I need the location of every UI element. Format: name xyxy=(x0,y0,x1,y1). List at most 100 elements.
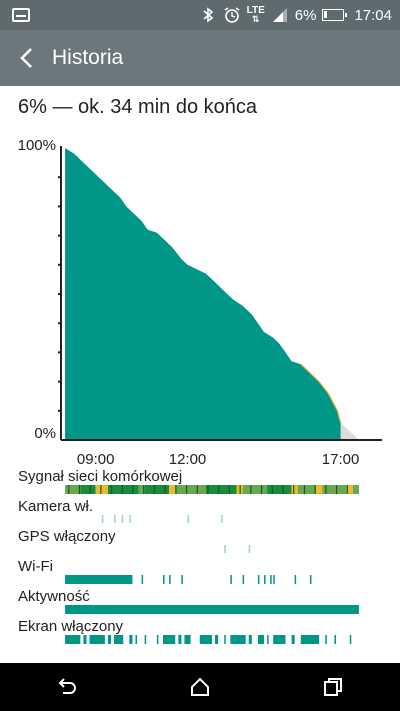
signal-tick xyxy=(68,485,70,494)
battery-level-area xyxy=(65,148,341,440)
signal-tick xyxy=(100,485,102,494)
x-tick-label: 09:00 xyxy=(77,451,115,468)
signal-segment xyxy=(346,485,353,494)
signal-tick xyxy=(218,485,220,494)
signal-segment xyxy=(65,485,81,494)
clock: 17:04 xyxy=(354,6,392,24)
battery-history-chart: 100% 0% 09:00 12:00 17:00 Sygnał sieci komórk… xyxy=(0,130,400,650)
signal-tick xyxy=(153,485,156,494)
row-label: Kamera wł. xyxy=(18,498,93,515)
activity-segment xyxy=(300,635,320,644)
back-button[interactable] xyxy=(8,38,48,78)
signal-icon xyxy=(271,6,289,24)
activity-segment xyxy=(65,635,81,644)
signal-segment xyxy=(107,485,139,494)
battery-projection-area xyxy=(340,422,359,440)
activity-segment xyxy=(144,635,147,644)
activity-segment xyxy=(230,575,232,584)
signal-tick xyxy=(185,485,188,494)
home-icon xyxy=(190,677,209,696)
y-label-top: 100% xyxy=(18,137,56,154)
activity-segment xyxy=(121,515,124,523)
nav-recents-button[interactable] xyxy=(303,663,363,711)
signal-segment xyxy=(267,485,292,494)
activity-segment xyxy=(163,575,165,584)
signal-tick xyxy=(346,485,348,494)
activity-segment xyxy=(156,635,159,644)
x-tick-label: 17:00 xyxy=(322,451,360,468)
signal-tick xyxy=(314,485,316,494)
signal-tick xyxy=(325,485,327,494)
signal-tick xyxy=(293,485,295,494)
activity-segment xyxy=(257,575,260,584)
signal-segment xyxy=(242,485,268,494)
navigation-bar xyxy=(0,663,400,711)
signal-tick xyxy=(250,485,252,494)
activity-segment xyxy=(230,635,246,644)
signal-tick xyxy=(271,485,273,494)
battery-percent: 6% xyxy=(294,6,317,24)
signal-tick xyxy=(110,485,113,494)
signal-segment xyxy=(80,485,96,494)
signal-segment xyxy=(138,485,145,494)
signal-segment xyxy=(175,485,206,494)
status-icons: LTE ⇅ 6% 17:04 xyxy=(199,0,392,30)
page-title: Historia xyxy=(52,46,124,69)
activity-segment xyxy=(114,515,116,523)
activity-segment xyxy=(181,575,183,584)
row-label: Wi-Fi xyxy=(18,558,53,575)
activity-segment xyxy=(270,575,272,584)
activity-segment xyxy=(114,635,124,644)
activity-segment xyxy=(248,635,252,644)
signal-tick xyxy=(207,485,209,494)
activity-segment xyxy=(257,635,265,644)
signal-tick xyxy=(282,485,284,494)
nav-home-button[interactable] xyxy=(170,663,230,711)
lte-icon: LTE ⇅ xyxy=(246,5,265,24)
activity-segment xyxy=(248,545,251,553)
signal-tick xyxy=(335,485,338,494)
activity-segment xyxy=(184,635,191,644)
status-bar: LTE ⇅ 6% 17:04 xyxy=(0,0,400,30)
activity-segment xyxy=(267,635,269,644)
activity-segment xyxy=(163,635,176,644)
signal-segment xyxy=(352,485,359,494)
activity-segment xyxy=(291,635,295,644)
network-label: LTE xyxy=(246,5,265,16)
activity-segment xyxy=(242,575,245,584)
activity-segment xyxy=(264,575,266,584)
signal-tick xyxy=(239,485,241,494)
signal-segment xyxy=(205,485,237,494)
signal-segment xyxy=(144,485,170,494)
x-tick-label: 12:00 xyxy=(169,451,207,468)
activity-segment xyxy=(169,575,171,584)
signal-tick xyxy=(143,485,145,494)
back-icon xyxy=(58,678,76,694)
nav-back-button[interactable] xyxy=(37,663,97,711)
signal-tick xyxy=(132,485,134,494)
signal-tick xyxy=(164,485,166,494)
alarm-icon xyxy=(223,6,241,24)
signal-tick xyxy=(121,485,123,494)
activity-segment xyxy=(65,605,359,614)
signal-tick xyxy=(175,485,177,494)
activity-segment xyxy=(273,635,286,644)
activity-segment xyxy=(129,635,133,644)
signal-segment xyxy=(322,485,347,494)
activity-segment xyxy=(107,635,111,644)
signal-segment xyxy=(291,485,298,494)
signal-tick xyxy=(228,485,231,494)
signal-segment xyxy=(169,485,176,494)
row-label: Ekran włączony xyxy=(18,618,124,635)
activity-segment xyxy=(349,635,352,644)
activity-segment xyxy=(334,635,336,644)
activity-segment xyxy=(83,635,87,644)
row-label: Ładowanie xyxy=(18,648,91,650)
activity-segment xyxy=(141,575,144,584)
activity-segment xyxy=(273,575,275,584)
activity-segment xyxy=(178,635,182,644)
activity-segment xyxy=(65,575,133,584)
activity-segment xyxy=(215,635,219,644)
activity-segment xyxy=(129,515,131,523)
signal-tick xyxy=(196,485,198,494)
